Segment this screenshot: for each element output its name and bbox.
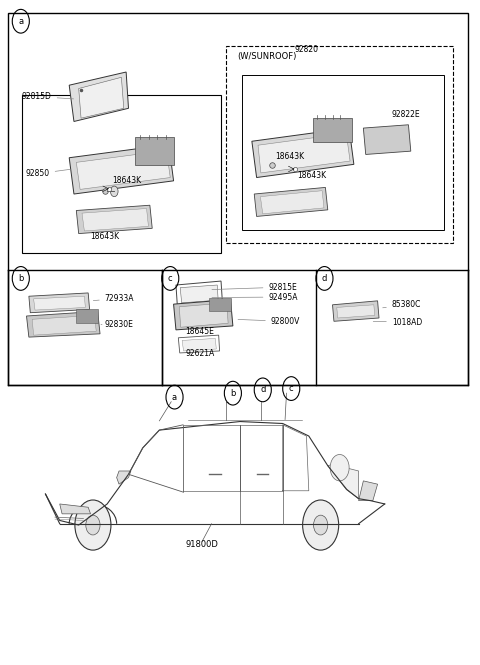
Polygon shape bbox=[69, 72, 129, 122]
FancyBboxPatch shape bbox=[76, 309, 98, 323]
Polygon shape bbox=[34, 296, 85, 310]
Circle shape bbox=[302, 500, 339, 550]
Polygon shape bbox=[179, 303, 228, 327]
Polygon shape bbox=[32, 315, 96, 335]
Text: 92800V: 92800V bbox=[238, 317, 300, 326]
Text: 85380C: 85380C bbox=[383, 301, 421, 309]
Text: 92815E: 92815E bbox=[212, 283, 297, 292]
Polygon shape bbox=[29, 293, 90, 313]
Text: b: b bbox=[18, 274, 24, 283]
Text: 92850: 92850 bbox=[25, 169, 70, 178]
Polygon shape bbox=[79, 77, 124, 118]
Polygon shape bbox=[337, 305, 375, 318]
Text: 18643K: 18643K bbox=[90, 232, 120, 241]
Text: 92495A: 92495A bbox=[212, 293, 298, 301]
Text: c: c bbox=[168, 274, 173, 283]
Polygon shape bbox=[328, 464, 359, 499]
Polygon shape bbox=[333, 301, 379, 321]
Text: (W/SUNROOF): (W/SUNROOF) bbox=[238, 53, 297, 61]
Text: 92621A: 92621A bbox=[185, 349, 215, 358]
Polygon shape bbox=[174, 299, 233, 330]
Polygon shape bbox=[60, 504, 91, 514]
Circle shape bbox=[313, 515, 328, 535]
Circle shape bbox=[110, 186, 118, 197]
Polygon shape bbox=[82, 209, 148, 231]
Polygon shape bbox=[180, 285, 218, 303]
Circle shape bbox=[330, 454, 349, 481]
Circle shape bbox=[75, 500, 111, 550]
Polygon shape bbox=[26, 311, 100, 337]
Text: b: b bbox=[230, 388, 236, 398]
Polygon shape bbox=[261, 191, 324, 214]
Polygon shape bbox=[258, 134, 350, 173]
Polygon shape bbox=[359, 481, 378, 501]
Text: 92815D: 92815D bbox=[22, 92, 73, 101]
Polygon shape bbox=[182, 338, 216, 351]
Text: 18643K: 18643K bbox=[276, 152, 305, 161]
Text: 92822E: 92822E bbox=[392, 110, 420, 119]
Text: d: d bbox=[322, 274, 327, 283]
FancyBboxPatch shape bbox=[135, 137, 174, 165]
Polygon shape bbox=[76, 205, 152, 233]
FancyBboxPatch shape bbox=[209, 297, 231, 311]
Polygon shape bbox=[117, 471, 131, 484]
Polygon shape bbox=[363, 125, 411, 154]
Text: 1018AD: 1018AD bbox=[373, 318, 422, 327]
Text: a: a bbox=[18, 17, 24, 26]
Polygon shape bbox=[76, 150, 170, 190]
Text: 91800D: 91800D bbox=[186, 540, 218, 549]
Polygon shape bbox=[252, 128, 354, 178]
Polygon shape bbox=[69, 144, 174, 194]
Text: 92820: 92820 bbox=[295, 45, 319, 55]
Text: 72933A: 72933A bbox=[93, 294, 134, 303]
Text: d: d bbox=[260, 386, 265, 394]
Polygon shape bbox=[254, 188, 328, 216]
Text: 18643K: 18643K bbox=[112, 176, 141, 185]
Text: a: a bbox=[172, 392, 177, 402]
Circle shape bbox=[86, 515, 100, 535]
FancyBboxPatch shape bbox=[313, 118, 352, 142]
Text: 92830E: 92830E bbox=[101, 321, 133, 329]
Text: 18643K: 18643K bbox=[297, 170, 326, 180]
Text: c: c bbox=[289, 384, 294, 393]
Text: 18645E: 18645E bbox=[185, 327, 214, 336]
